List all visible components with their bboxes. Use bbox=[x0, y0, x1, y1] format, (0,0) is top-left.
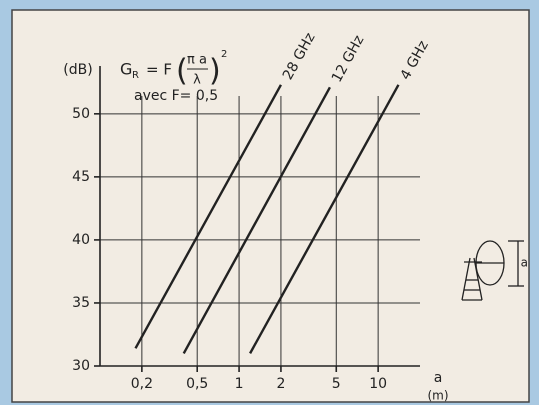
antenna-label: a bbox=[521, 256, 528, 270]
y-tick-label: 35 bbox=[72, 295, 90, 311]
x-tick-label: 0,5 bbox=[186, 376, 208, 392]
y-tick-label: 45 bbox=[72, 169, 90, 185]
y-tick-label: 50 bbox=[72, 106, 90, 122]
y-axis-label: (dB) bbox=[63, 62, 92, 78]
x-tick-label: 1 bbox=[235, 376, 244, 392]
y-tick-label: 40 bbox=[72, 232, 90, 248]
formula-rhs: = F bbox=[146, 61, 172, 79]
x-axis-unit: (m) bbox=[427, 389, 448, 403]
formula-den: λ bbox=[193, 73, 201, 88]
chart: (dB) a (m) G R = F ( π a λ ) 2 avec F= 0… bbox=[0, 0, 539, 405]
x-tick-label: 2 bbox=[276, 376, 285, 392]
formula-lhs: G bbox=[120, 60, 132, 79]
x-tick-label: 0,2 bbox=[131, 376, 153, 392]
note: avec F= 0,5 bbox=[134, 88, 218, 104]
formula-sub: R bbox=[132, 70, 139, 81]
x-axis-label: a bbox=[434, 370, 443, 386]
y-tick-label: 30 bbox=[72, 358, 90, 374]
paren: ) bbox=[209, 54, 221, 89]
paren: ( bbox=[176, 54, 188, 89]
formula-exp: 2 bbox=[221, 49, 227, 60]
x-tick-label: 5 bbox=[332, 376, 341, 392]
formula-num: π a bbox=[187, 53, 207, 68]
x-tick-label: 10 bbox=[369, 376, 387, 392]
